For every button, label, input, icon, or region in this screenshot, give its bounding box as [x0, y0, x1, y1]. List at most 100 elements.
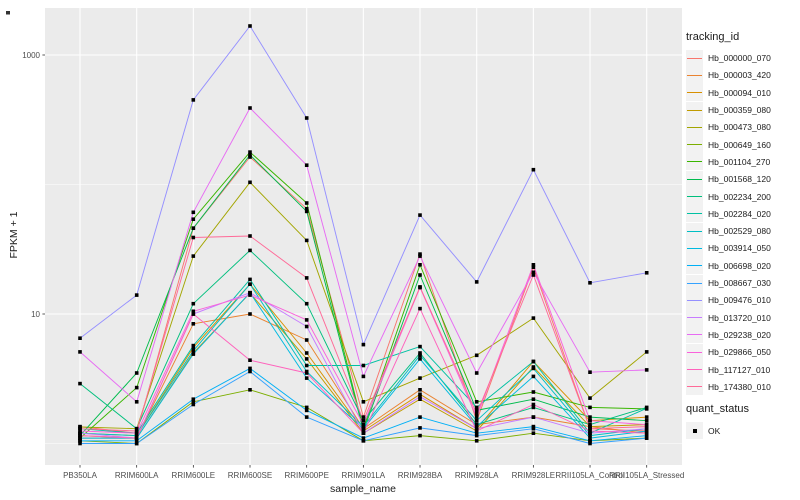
legend-item: Hb_000003_420 [686, 66, 771, 84]
legend-key [686, 136, 703, 154]
legend-item-label: Hb_000094_010 [708, 87, 771, 98]
series-color-line-icon [687, 230, 702, 232]
svg-text:RRIM928LE: RRIM928LE [512, 471, 556, 480]
legend-item: Hb_009476_010 [686, 291, 771, 309]
legend-key [686, 170, 703, 188]
legend-key [686, 326, 703, 344]
legend-key [686, 361, 703, 378]
svg-text:RRIM600LE: RRIM600LE [172, 471, 216, 480]
legend-item-label: Hb_006698_020 [708, 260, 771, 271]
legend-item: Hb_000359_080 [686, 101, 771, 119]
legend-item: Hb_013720_010 [686, 309, 771, 327]
legend: tracking_id Hb_000000_070 Hb_000003_420 Hb… [686, 0, 800, 500]
legend-item-label: Hb_000649_160 [708, 139, 771, 150]
legend-item: Hb_002284_020 [686, 205, 771, 223]
y-tick-labels: 1000 10 [22, 51, 40, 319]
series-color-line-icon [687, 386, 702, 388]
legend-item-label: Hb_001568_120 [708, 174, 771, 185]
series-color-line-icon [687, 317, 702, 319]
legend-item: Hb_174380_010 [686, 378, 771, 396]
ok-marker-key [686, 422, 703, 439]
legend-key [686, 205, 703, 223]
legend-key [686, 378, 703, 396]
legend-key [686, 343, 703, 361]
axis-ticks [42, 54, 648, 468]
legend-key [686, 66, 703, 84]
legend-title-quant-status: quant_status [686, 403, 749, 415]
legend-key [686, 188, 703, 205]
series-color-line-icon [687, 265, 702, 267]
legend-key [686, 257, 703, 275]
legend-item: Hb_000649_160 [686, 136, 771, 154]
legend-item-label: Hb_029238_020 [708, 329, 771, 340]
stray-mark [6, 11, 10, 15]
legend-item: Hb_003914_050 [686, 239, 771, 257]
series-color-line-icon [687, 334, 702, 336]
legend-key [686, 153, 703, 171]
series-color-line-icon [687, 351, 702, 353]
series-color-line-icon [687, 299, 702, 301]
x-axis-title: sample_name [330, 483, 396, 495]
legend-item: Hb_006698_020 [686, 257, 771, 275]
legend-item-label: Hb_003914_050 [708, 243, 771, 254]
svg-text:RRIM600LA: RRIM600LA [115, 471, 159, 480]
legend-key [686, 84, 703, 102]
series-color-line-icon [687, 196, 702, 197]
legend-key [686, 239, 703, 257]
legend-item: Hb_001568_120 [686, 170, 771, 188]
legend-item: Hb_001104_270 [686, 153, 771, 171]
legend-key [686, 101, 703, 119]
series-color-line-icon [687, 74, 702, 76]
series-color-line-icon [687, 369, 702, 370]
series-color-line-icon [687, 92, 702, 94]
legend-item-label: Hb_013720_010 [708, 312, 771, 323]
svg-text:10: 10 [31, 310, 40, 319]
svg-text:RRIM901LA: RRIM901LA [342, 471, 386, 480]
series-color-line-icon [687, 126, 702, 128]
legend-item: Hb_000000_070 [686, 49, 771, 67]
legend-item-label: OK [708, 425, 721, 436]
legend-key [686, 309, 703, 327]
svg-text:1000: 1000 [22, 51, 40, 60]
svg-text:RRIM600PE: RRIM600PE [284, 471, 328, 480]
legend-key [686, 222, 703, 240]
legend-key [686, 291, 703, 309]
series-color-line-icon [687, 57, 702, 59]
legend-item-label: Hb_009476_010 [708, 295, 771, 306]
legend-item-label: Hb_002529_080 [708, 226, 771, 237]
legend-item-label: Hb_029866_050 [708, 347, 771, 358]
series-color-line-icon [687, 213, 702, 215]
legend-item: Hb_002234_200 [686, 188, 771, 205]
legend-item-label: Hb_008667_030 [708, 278, 771, 288]
series-color-line-icon [687, 282, 702, 284]
legend-item-label: Hb_000473_080 [708, 122, 771, 133]
legend-item: Hb_002529_080 [686, 222, 771, 240]
svg-text:RRII105LA_Control: RRII105LA_Control [555, 471, 625, 480]
legend-item-label: Hb_000003_420 [708, 70, 771, 81]
series-color-line-icon [687, 178, 702, 180]
legend-item-label: Hb_002284_020 [708, 208, 771, 219]
legend-item: Hb_029866_050 [686, 343, 771, 361]
legend-item: Hb_117127_010 [686, 361, 770, 378]
series-color-line-icon [687, 161, 702, 163]
y-axis-title: FPKM + 1 [8, 211, 20, 259]
legend-item-label: Hb_001104_270 [708, 156, 771, 167]
svg-text:RRIM928BA: RRIM928BA [398, 471, 443, 480]
svg-text:RRIM600SE: RRIM600SE [228, 471, 272, 480]
x-tick-labels: PB350LA RRIM600LA RRIM600LE RRIM600SE RRIM60… [63, 471, 684, 480]
legend-key [686, 49, 703, 67]
svg-text:PB350LA: PB350LA [63, 471, 97, 480]
legend-title-tracking-id: tracking_id [686, 31, 740, 43]
series-color-line-icon [687, 144, 702, 146]
legend-key [686, 274, 703, 292]
legend-key [686, 118, 703, 136]
legend-item-label: Hb_117127_010 [708, 364, 771, 375]
square-point-icon [692, 428, 697, 433]
legend-item: Hb_029238_020 [686, 326, 771, 344]
legend-item: Hb_000094_010 [686, 84, 771, 102]
legend-item: Hb_000473_080 [686, 118, 771, 136]
series-color-line-icon [687, 109, 702, 111]
legend-item: Hb_008667_030 [686, 274, 771, 292]
